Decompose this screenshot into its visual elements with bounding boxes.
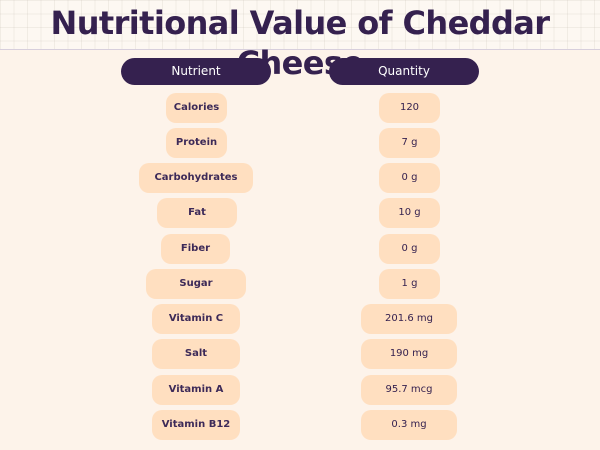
nutrient-cell: Vitamin B12 [152,410,240,440]
nutrient-cell: Vitamin C [152,304,240,334]
nutrient-cell: Fiber [161,234,230,264]
column-header-nutrient: Nutrient [121,58,271,85]
column-header-quantity: Quantity [329,58,479,85]
nutrient-cell: Fat [157,198,237,228]
quantity-cell: 0 g [379,163,440,193]
quantity-cell: 120 [379,93,440,123]
quantity-cell: 10 g [379,198,440,228]
nutrient-cell: Carbohydrates [139,163,253,193]
quantity-cell: 1 g [379,269,440,299]
page-title: Nutritional Value of Cheddar Cheese [50,4,551,82]
quantity-cell: 95.7 mcg [361,375,457,405]
quantity-cell: 7 g [379,128,440,158]
title-banner [0,0,600,50]
nutrient-cell: Protein [166,128,227,158]
nutrient-cell: Calories [166,93,227,123]
nutrient-cell: Salt [152,339,240,369]
nutrient-cell: Sugar [146,269,246,299]
quantity-cell: 201.6 mg [361,304,457,334]
nutrient-cell: Vitamin A [152,375,240,405]
quantity-cell: 190 mg [361,339,457,369]
quantity-cell: 0 g [379,234,440,264]
quantity-cell: 0.3 mg [361,410,457,440]
